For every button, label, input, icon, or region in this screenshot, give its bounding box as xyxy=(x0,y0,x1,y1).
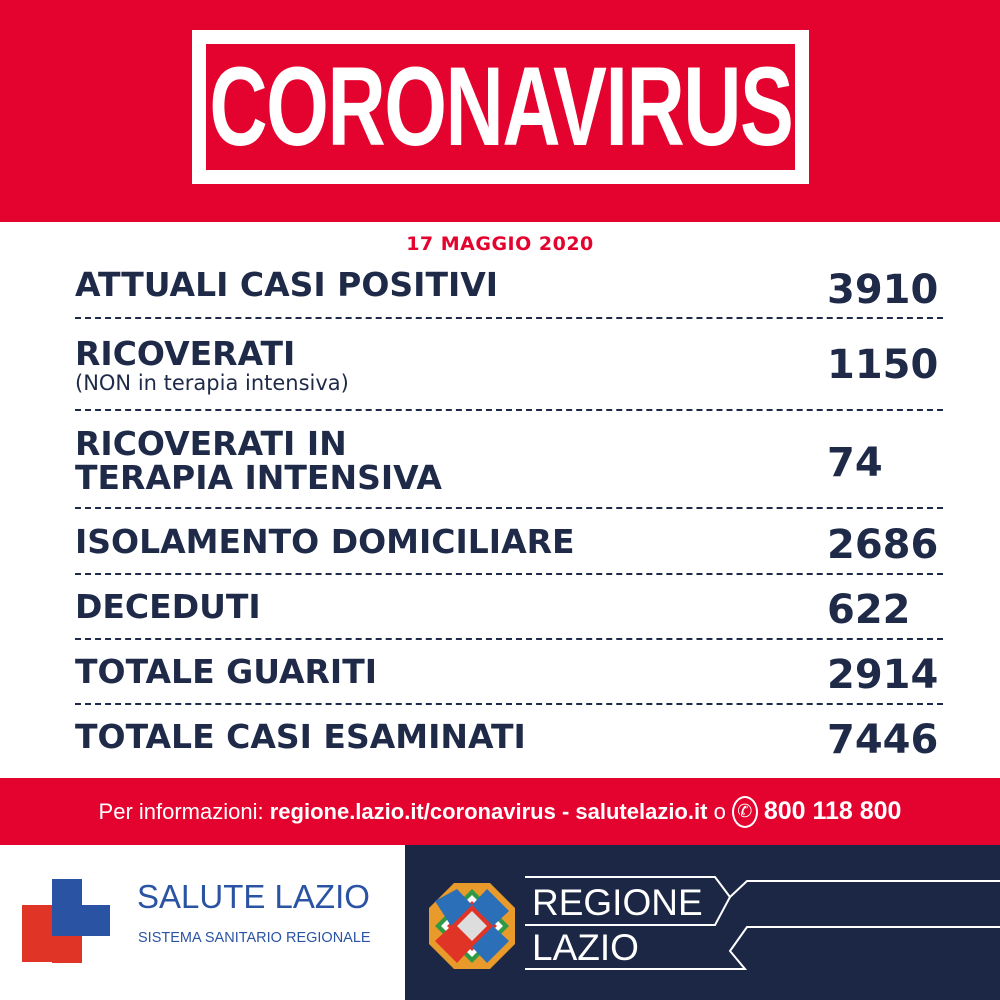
info-separator: - xyxy=(561,798,570,824)
phone-number[interactable]: 800 118 800 xyxy=(763,797,902,825)
stat-label: RICOVERATI xyxy=(75,334,296,373)
regione-lazio-title: REGIONE LAZIO xyxy=(532,883,703,968)
salute-lazio-subtitle: SISTEMA SANITARIO REGIONALE xyxy=(138,930,371,946)
info-prefix: Per informazioni: xyxy=(98,798,264,824)
stat-label: TOTALE GUARITI xyxy=(75,652,377,691)
stat-label: ATTUALI CASI POSITIVI xyxy=(75,265,499,304)
header-banner: CORONAVIRUS xyxy=(0,0,1000,222)
divider xyxy=(75,317,943,319)
salute-lazio-title: SALUTE LAZIO xyxy=(137,878,370,915)
divider xyxy=(75,409,943,411)
divider xyxy=(75,638,943,640)
stat-value: 74 xyxy=(827,440,883,486)
stat-value: 2686 xyxy=(827,522,939,568)
stat-label-group: RICOVERATI (NON in terapia intensiva) xyxy=(75,334,349,396)
cross-icon-blue-h xyxy=(52,905,110,936)
cross-icon-red-bottom xyxy=(52,936,82,963)
salute-lazio-logo: SALUTE LAZIO SISTEMA SANITARIO REGIONALE xyxy=(0,845,405,1000)
stat-label: RICOVERATI IN xyxy=(75,424,347,463)
stat-sublabel: (NON in terapia intensiva) xyxy=(75,371,349,395)
stat-label: DECEDUTI xyxy=(75,587,261,626)
stat-value: 1150 xyxy=(827,342,939,388)
stat-value: 2914 xyxy=(827,652,939,698)
stat-value: 7446 xyxy=(827,717,939,763)
page-title: CORONAVIRUS xyxy=(208,44,793,169)
link-salutelazio[interactable]: salutelazio.it xyxy=(575,798,708,824)
info-or: o xyxy=(713,798,726,824)
regione-lazio-emblem-icon xyxy=(429,883,515,969)
stat-label-group: RICOVERATI IN TERAPIA INTENSIVA xyxy=(75,427,442,495)
divider xyxy=(75,573,943,575)
stat-label: ISOLAMENTO DOMICILIARE xyxy=(75,522,575,561)
divider xyxy=(75,703,943,705)
info-bar: Per informazioni: regione.lazio.it/coron… xyxy=(0,778,1000,845)
stat-value: 3910 xyxy=(827,267,939,313)
link-regione-lazio[interactable]: regione.lazio.it/coronavirus xyxy=(269,798,556,824)
divider xyxy=(75,507,943,509)
stat-value: 622 xyxy=(827,587,911,633)
regione-lazio-lines xyxy=(525,876,1000,970)
date-label: 17 MAGGIO 2020 xyxy=(406,233,594,255)
regione-lazio-logo: REGIONE LAZIO xyxy=(405,845,1000,1000)
title-box: CORONAVIRUS xyxy=(192,30,809,184)
regione-line2: LAZIO xyxy=(532,927,639,968)
phone-icon: ✆ xyxy=(731,795,758,828)
regione-line1: REGIONE xyxy=(532,882,703,923)
stat-label: TOTALE CASI ESAMINATI xyxy=(75,717,526,756)
stat-label-line2: TERAPIA INTENSIVA xyxy=(75,458,442,497)
